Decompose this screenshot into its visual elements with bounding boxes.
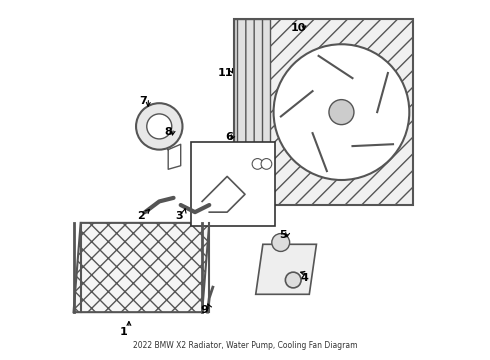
Text: 10: 10 — [291, 23, 306, 33]
Text: 3: 3 — [175, 211, 183, 221]
Text: 9: 9 — [200, 305, 208, 315]
Circle shape — [273, 44, 409, 180]
Circle shape — [147, 114, 172, 139]
Circle shape — [285, 272, 301, 288]
Text: 1: 1 — [120, 327, 127, 337]
Text: 8: 8 — [164, 127, 172, 137]
Bar — [192, 143, 275, 226]
Text: 7: 7 — [139, 96, 147, 107]
Text: 2: 2 — [138, 211, 145, 221]
Polygon shape — [256, 244, 317, 294]
Circle shape — [136, 103, 182, 150]
Text: 11: 11 — [218, 68, 233, 78]
Polygon shape — [234, 19, 413, 205]
Polygon shape — [234, 19, 270, 205]
Text: 4: 4 — [300, 273, 308, 283]
Text: 6: 6 — [225, 132, 233, 142]
Text: 5: 5 — [279, 230, 286, 240]
Polygon shape — [74, 223, 209, 312]
Circle shape — [252, 158, 263, 169]
Circle shape — [272, 234, 290, 251]
Circle shape — [329, 100, 354, 125]
Text: 2022 BMW X2 Radiator, Water Pump, Cooling Fan Diagram: 2022 BMW X2 Radiator, Water Pump, Coolin… — [133, 341, 357, 350]
Circle shape — [261, 158, 272, 169]
